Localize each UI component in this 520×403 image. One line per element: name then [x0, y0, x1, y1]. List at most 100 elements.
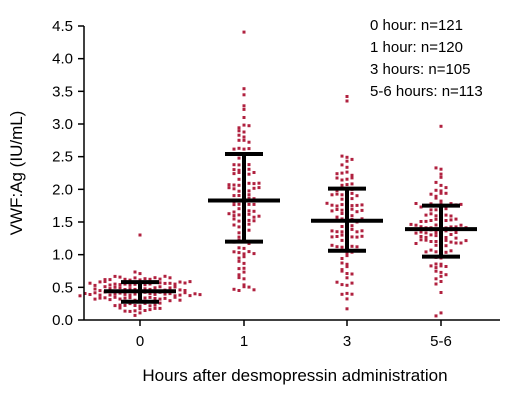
data-point: [237, 202, 241, 206]
data-point: [345, 177, 349, 181]
data-point: [449, 233, 453, 236]
data-point: [123, 309, 127, 313]
data-point: [108, 293, 112, 297]
data-point: [350, 224, 354, 228]
data-point: [434, 217, 438, 221]
data-point: [232, 172, 236, 176]
data-point: [237, 168, 241, 172]
data-point: [449, 240, 453, 244]
data-point: [439, 191, 443, 195]
data-point: [335, 204, 339, 208]
data-point: [227, 186, 231, 190]
data-point: [232, 287, 236, 291]
data-point: [340, 245, 344, 249]
data-point: [360, 234, 364, 238]
data-point: [429, 248, 433, 252]
legend-line-5-6h: 5-6 hours: n=113: [370, 83, 483, 100]
data-point: [123, 292, 127, 296]
data-point: [345, 183, 349, 187]
data-point: [168, 281, 172, 285]
data-point: [252, 209, 256, 213]
data-point: [414, 231, 418, 235]
data-point: [103, 278, 107, 282]
y-tick-label: 4.0: [52, 51, 73, 68]
data-point: [153, 303, 157, 307]
data-point: [335, 192, 339, 196]
data-point: [163, 274, 167, 278]
data-point: [242, 87, 246, 91]
data-point: [153, 297, 157, 300]
data-point: [345, 165, 349, 169]
data-point: [128, 293, 132, 297]
data-point: [434, 243, 438, 247]
data-point: [325, 201, 329, 205]
data-point: [232, 194, 236, 198]
data-point: [148, 292, 152, 296]
data-point: [232, 163, 236, 167]
data-point: [78, 294, 82, 298]
legend-line-0h: 0 hour: n=121: [370, 17, 463, 34]
data-point: [439, 270, 443, 274]
data-point: [108, 287, 112, 291]
data-point: [232, 203, 236, 207]
data-point: [345, 252, 349, 256]
data-point: [188, 294, 192, 298]
data-point: [242, 104, 246, 108]
data-point: [340, 233, 344, 237]
data-point: [429, 233, 433, 237]
data-point: [434, 266, 438, 270]
data-point: [355, 203, 359, 207]
data-point: [108, 283, 112, 287]
data-point: [247, 193, 251, 197]
data-point: [454, 236, 458, 240]
data-point: [138, 311, 142, 315]
data-point: [237, 259, 241, 263]
data-point: [429, 212, 433, 216]
data-point: [434, 180, 438, 184]
data-point: [123, 277, 127, 281]
data-point: [242, 116, 246, 119]
data-point: [247, 285, 251, 289]
data-point: [257, 214, 261, 218]
data-point: [424, 238, 428, 242]
data-point: [98, 280, 102, 284]
data-point: [424, 231, 428, 235]
data-point: [345, 265, 349, 269]
data-point: [434, 277, 438, 281]
data-point: [237, 213, 241, 217]
data-point: [247, 163, 251, 167]
data-point: [113, 295, 117, 299]
data-point: [340, 212, 344, 215]
data-point: [242, 147, 246, 151]
data-point: [444, 273, 448, 277]
data-point: [237, 289, 241, 292]
data-point: [439, 262, 443, 266]
data-point: [350, 272, 354, 276]
data-point: [133, 304, 137, 307]
data-point: [128, 309, 132, 313]
data-point: [93, 297, 97, 301]
data-point: [434, 250, 438, 254]
data-point: [434, 234, 438, 238]
data-point: [158, 301, 162, 305]
data-point: [340, 171, 344, 175]
data-point: [88, 281, 92, 285]
data-point: [340, 238, 344, 242]
data-point: [118, 275, 122, 279]
data-point: [133, 282, 137, 286]
data-point: [148, 295, 152, 299]
data-point: [247, 209, 251, 213]
data-point: [133, 313, 137, 317]
data-point: [242, 255, 246, 259]
data-point: [103, 296, 107, 300]
data-point: [340, 178, 344, 182]
data-point: [409, 222, 413, 226]
data-point: [247, 202, 251, 206]
data-point: [434, 269, 438, 273]
data-point: [414, 242, 418, 245]
data-point: [335, 230, 339, 234]
data-point: [247, 228, 251, 232]
data-point: [232, 147, 236, 151]
data-point: [232, 250, 236, 254]
data-point: [449, 202, 453, 206]
